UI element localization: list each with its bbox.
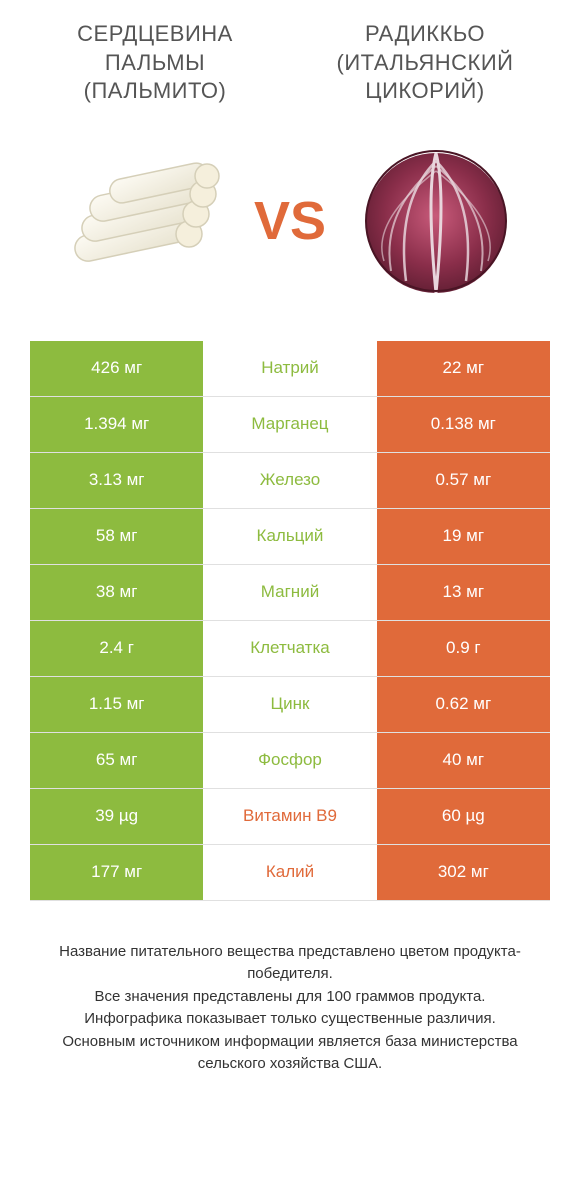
right-title-line3: ЦИКОРИЙ)	[365, 78, 484, 103]
cell-right-value: 0.62 мг	[377, 677, 550, 732]
cell-left-value: 177 мг	[30, 845, 203, 900]
cell-right-value: 0.138 мг	[377, 397, 550, 452]
left-product-image	[54, 131, 234, 311]
cell-nutrient-name: Витамин B9	[203, 789, 376, 844]
cell-left-value: 38 мг	[30, 565, 203, 620]
footer-note: Название питательного вещества представл…	[0, 901, 580, 1096]
footer-line3: Инфографика показывает только существенн…	[30, 1008, 550, 1031]
footer-line4: Основным источником информации является …	[30, 1031, 550, 1076]
table-row: 1.394 мгМарганец0.138 мг	[30, 397, 550, 453]
table-row: 58 мгКальций19 мг	[30, 509, 550, 565]
table-row: 2.4 гКлетчатка0.9 г	[30, 621, 550, 677]
table-row: 38 мгМагний13 мг	[30, 565, 550, 621]
cell-left-value: 65 мг	[30, 733, 203, 788]
left-title-line2: ПАЛЬМЫ	[105, 50, 205, 75]
cell-left-value: 2.4 г	[30, 621, 203, 676]
left-title-line1: СЕРДЦЕВИНА	[77, 21, 233, 46]
cell-right-value: 13 мг	[377, 565, 550, 620]
cell-left-value: 58 мг	[30, 509, 203, 564]
table-row: 426 мгНатрий22 мг	[30, 341, 550, 397]
cell-left-value: 426 мг	[30, 341, 203, 396]
vs-label: VS	[254, 190, 326, 252]
footer-line1: Название питательного вещества представл…	[30, 941, 550, 986]
cell-nutrient-name: Марганец	[203, 397, 376, 452]
cell-nutrient-name: Фосфор	[203, 733, 376, 788]
cell-left-value: 1.394 мг	[30, 397, 203, 452]
comparison-table: 426 мгНатрий22 мг1.394 мгМарганец0.138 м…	[0, 341, 580, 901]
right-title-line1: РАДИККЬО	[365, 21, 485, 46]
cell-right-value: 302 мг	[377, 845, 550, 900]
left-title-line3: (ПАЛЬМИТО)	[84, 78, 227, 103]
right-title-line2: (ИТАЛЬЯНСКИЙ	[337, 50, 514, 75]
cell-right-value: 22 мг	[377, 341, 550, 396]
cell-left-value: 1.15 мг	[30, 677, 203, 732]
table-row: 39 µgВитамин B960 µg	[30, 789, 550, 845]
cell-nutrient-name: Цинк	[203, 677, 376, 732]
left-product-title: СЕРДЦЕВИНА ПАЛЬМЫ (ПАЛЬМИТО)	[20, 20, 290, 106]
cell-nutrient-name: Кальций	[203, 509, 376, 564]
cell-nutrient-name: Калий	[203, 845, 376, 900]
radicchio-icon	[356, 141, 516, 301]
table-row: 1.15 мгЦинк0.62 мг	[30, 677, 550, 733]
cell-nutrient-name: Натрий	[203, 341, 376, 396]
cell-nutrient-name: Железо	[203, 453, 376, 508]
table-row: 3.13 мгЖелезо0.57 мг	[30, 453, 550, 509]
images-row: VS	[0, 106, 580, 341]
header: СЕРДЦЕВИНА ПАЛЬМЫ (ПАЛЬМИТО) РАДИККЬО (И…	[0, 0, 580, 106]
cell-nutrient-name: Магний	[203, 565, 376, 620]
cell-left-value: 3.13 мг	[30, 453, 203, 508]
right-product-title: РАДИККЬО (ИТАЛЬЯНСКИЙ ЦИКОРИЙ)	[290, 20, 560, 106]
cell-right-value: 19 мг	[377, 509, 550, 564]
cell-nutrient-name: Клетчатка	[203, 621, 376, 676]
cell-right-value: 0.57 мг	[377, 453, 550, 508]
cell-right-value: 0.9 г	[377, 621, 550, 676]
footer-line2: Все значения представлены для 100 граммо…	[30, 986, 550, 1009]
table-row: 65 мгФосфор40 мг	[30, 733, 550, 789]
cell-right-value: 40 мг	[377, 733, 550, 788]
right-product-image	[346, 131, 526, 311]
table-row: 177 мгКалий302 мг	[30, 845, 550, 901]
cell-right-value: 60 µg	[377, 789, 550, 844]
palm-hearts-icon	[59, 156, 229, 286]
cell-left-value: 39 µg	[30, 789, 203, 844]
